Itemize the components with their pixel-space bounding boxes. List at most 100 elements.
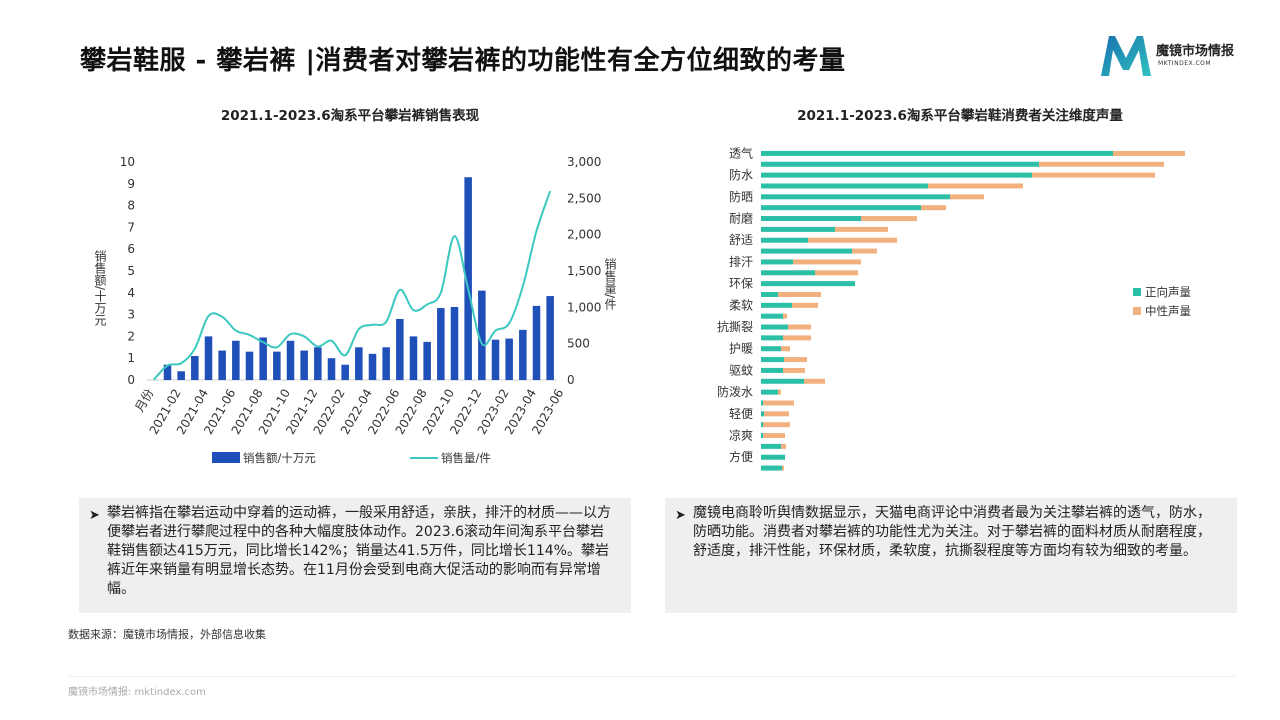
neutral-volume-bar bbox=[788, 324, 811, 330]
neutral-volume-bar bbox=[781, 443, 786, 449]
positive-volume-bar bbox=[761, 226, 835, 232]
sales-combo-chart: 0 1 2 3 4 5 6 7 8 9 10 0 500 1,000 1,500 2,000 2,500 3,0… bbox=[93, 155, 617, 465]
category-label: 凉爽 bbox=[729, 428, 753, 443]
neutral-volume-bar bbox=[792, 302, 818, 308]
y-left-tick-label: 9 bbox=[127, 177, 135, 191]
y-left-tick-label: 3 bbox=[127, 308, 135, 322]
neutral-volume-bar bbox=[763, 400, 794, 406]
y-right-tick-label: 3,000 bbox=[567, 155, 601, 169]
neutral-volume-bar bbox=[783, 335, 811, 341]
page-title: 攀岩鞋服 - 攀岩裤 |消费者对攀岩裤的功能性有全方位细致的考量 bbox=[80, 46, 846, 76]
sales-volume-line bbox=[153, 190, 552, 381]
sales-amount-bar bbox=[286, 340, 295, 380]
right-description-text: 魔镜电商聆听舆情数据显示，天猫电商评论中消费者最为关注攀岩裤的透气，防水，防晒功… bbox=[693, 505, 1211, 559]
positive-volume-bar bbox=[761, 248, 852, 254]
neutral-volume-bar bbox=[763, 433, 785, 439]
legend-line-label: 销售量/件 bbox=[441, 451, 491, 465]
neutral-volume-bar bbox=[783, 367, 805, 373]
category-label: 舒适 bbox=[729, 233, 753, 247]
neutral-volume-bar bbox=[815, 270, 858, 276]
y-left-tick-label: 6 bbox=[127, 242, 135, 256]
positive-volume-bar bbox=[761, 183, 928, 189]
positive-volume-bar bbox=[761, 400, 763, 406]
sales-amount-bar bbox=[218, 350, 226, 380]
positive-volume-bar bbox=[761, 194, 950, 200]
positive-volume-bar bbox=[761, 237, 808, 243]
neutral-volume-bar bbox=[778, 389, 781, 395]
sales-amount-bar bbox=[341, 364, 349, 380]
positive-volume-bar bbox=[761, 259, 793, 265]
sales-amount-bar bbox=[505, 338, 513, 380]
legend-bar-label: 销售额/十万元 bbox=[243, 451, 316, 465]
sales-amount-bar bbox=[273, 351, 281, 380]
sales-amount-bar bbox=[191, 356, 199, 380]
neutral-volume-bar bbox=[782, 465, 784, 471]
positive-volume-bar bbox=[761, 205, 921, 211]
positive-volume-bar bbox=[761, 313, 783, 319]
sales-amount-bar bbox=[423, 341, 431, 380]
positive-volume-bar bbox=[761, 465, 782, 471]
left-chart-legend: 销售额/十万元 销售量/件 bbox=[212, 451, 491, 465]
sales-amount-bar bbox=[491, 339, 500, 380]
sales-amount-bar bbox=[532, 305, 541, 380]
bullet-arrow-icon: ➤ bbox=[675, 508, 686, 523]
right-description-box: ➤ 魔镜电商聆听舆情数据显示，天猫电商评论中消费者最为关注攀岩裤的透气，防水，防… bbox=[665, 498, 1237, 613]
y-right-tick-label: 0 bbox=[567, 373, 575, 387]
left-description-box: ➤ 攀岩裤指在攀岩运动中穿着的运动裤，一般采用舒适，亲肤，排汗的材质——以方便攀… bbox=[79, 498, 631, 613]
y-right-tick-label: 500 bbox=[567, 337, 590, 351]
neutral-volume-bar bbox=[808, 237, 897, 243]
y-left-tick-label: 0 bbox=[127, 373, 135, 387]
neutral-volume-bar bbox=[781, 346, 790, 352]
footer-divider bbox=[68, 676, 1236, 677]
neutral-volume-bar bbox=[778, 291, 821, 297]
neutral-volume-bar bbox=[1113, 150, 1185, 156]
category-label: 防水 bbox=[729, 167, 753, 182]
positive-volume-bar bbox=[761, 161, 1039, 167]
left-description-text: 攀岩裤指在攀岩运动中穿着的运动裤，一般采用舒适，亲肤，排汗的材质——以方便攀岩者… bbox=[107, 505, 611, 597]
bullet-arrow-icon: ➤ bbox=[89, 508, 100, 523]
positive-volume-bar bbox=[761, 281, 855, 287]
neutral-volume-bar bbox=[928, 183, 1023, 189]
neutral-volume-bar bbox=[784, 357, 807, 363]
category-label: 环保 bbox=[729, 277, 753, 291]
positive-volume-bar bbox=[761, 346, 781, 352]
neutral-volume-bar bbox=[861, 216, 917, 222]
positive-volume-bar bbox=[761, 443, 781, 449]
category-label: 护暖 bbox=[729, 342, 753, 356]
category-label: 排汗 bbox=[729, 255, 753, 269]
neutral-volume-bar bbox=[804, 378, 825, 384]
sales-amount-bar bbox=[437, 308, 445, 380]
footer-text: 魔镜市场情报: mktindex.com bbox=[68, 687, 206, 698]
positive-volume-bar bbox=[761, 270, 815, 276]
category-label: 方便 bbox=[729, 449, 753, 464]
positive-volume-bar bbox=[761, 172, 1032, 178]
y-left-tick-label: 4 bbox=[127, 286, 135, 300]
positive-volume-bar bbox=[761, 433, 763, 439]
sales-amount-bar bbox=[478, 290, 486, 380]
y-right-tick-label: 2,000 bbox=[567, 228, 601, 242]
positive-volume-bar bbox=[761, 150, 1113, 156]
legend-positive-label: 正向声量 bbox=[1145, 285, 1191, 299]
sales-amount-bar bbox=[204, 336, 213, 380]
y-left-tick-label: 7 bbox=[127, 220, 135, 234]
y-left-tick-label: 2 bbox=[127, 329, 135, 343]
right-chart-title: 2021.1-2023.6淘系平台攀岩鞋消费者关注维度声量 bbox=[797, 108, 1123, 124]
category-label: 防晒 bbox=[729, 189, 753, 204]
data-source: 数据来源：魔镜市场情报，外部信息收集 bbox=[68, 628, 266, 641]
logo-m-icon bbox=[1101, 36, 1151, 76]
positive-volume-bar bbox=[761, 291, 778, 297]
sales-amount-bar bbox=[300, 350, 308, 380]
sales-amount-bar bbox=[163, 364, 172, 380]
neutral-volume-bar bbox=[764, 411, 789, 417]
legend-positive-swatch bbox=[1133, 288, 1141, 296]
positive-volume-bar bbox=[761, 216, 861, 222]
sales-amount-bar bbox=[259, 337, 267, 380]
legend-neutral-label: 中性声量 bbox=[1145, 304, 1191, 318]
positive-volume-bar bbox=[761, 422, 763, 428]
positive-volume-bar bbox=[761, 357, 784, 363]
positive-volume-bar bbox=[761, 378, 804, 384]
y-right-tick-label: 1,000 bbox=[567, 300, 601, 314]
sales-amount-bar bbox=[327, 358, 336, 380]
brand-logo: 魔镜市场情报 MKTINDEX.COM bbox=[1098, 32, 1248, 78]
